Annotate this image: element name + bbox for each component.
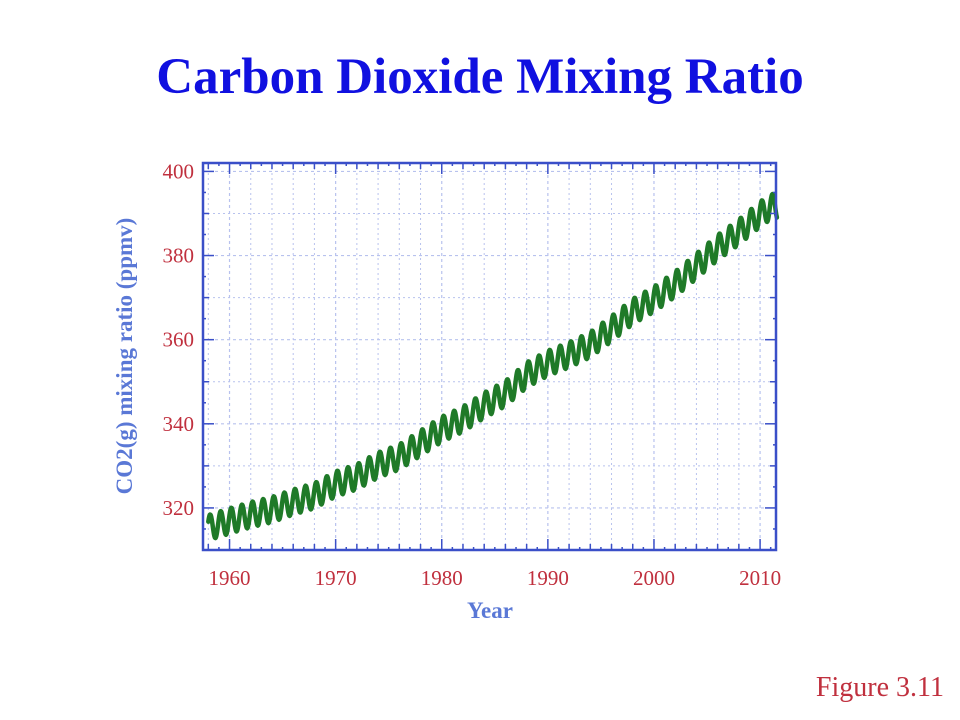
x-tick-label: 2000: [633, 566, 675, 590]
x-tick-label: 2010: [739, 566, 781, 590]
x-axis-title: Year: [467, 598, 513, 623]
y-axis-title: CO2(g) mixing ratio (ppmv): [112, 218, 137, 495]
plot-frame: [201, 161, 778, 552]
y-tick-label: 360: [163, 328, 195, 352]
y-tick-label: 400: [163, 159, 195, 183]
x-tick-label: 1990: [527, 566, 569, 590]
figure-label: Figure 3.11: [815, 672, 944, 703]
x-tick-label: 1970: [315, 566, 357, 590]
chart-series: [206, 191, 780, 541]
x-tick-label: 1980: [421, 566, 463, 590]
chart-ticks: [203, 163, 776, 551]
slide-title: Carbon Dioxide Mixing Ratio: [156, 49, 804, 105]
chart-tick-labels: 1960 1970 1980 1990 2000 2010 320 340 360 380 400: [163, 159, 782, 590]
chart-grid: [203, 163, 776, 551]
y-tick-label: 340: [163, 412, 195, 436]
x-tick-label: 1960: [209, 566, 251, 590]
co2-series-line: [206, 191, 780, 541]
y-tick-label: 380: [163, 244, 195, 268]
co2-mixing-ratio-chart: 1960 1970 1980 1990 2000 2010320340360380400 …: [112, 159, 782, 623]
y-tick-label: 320: [163, 496, 195, 520]
